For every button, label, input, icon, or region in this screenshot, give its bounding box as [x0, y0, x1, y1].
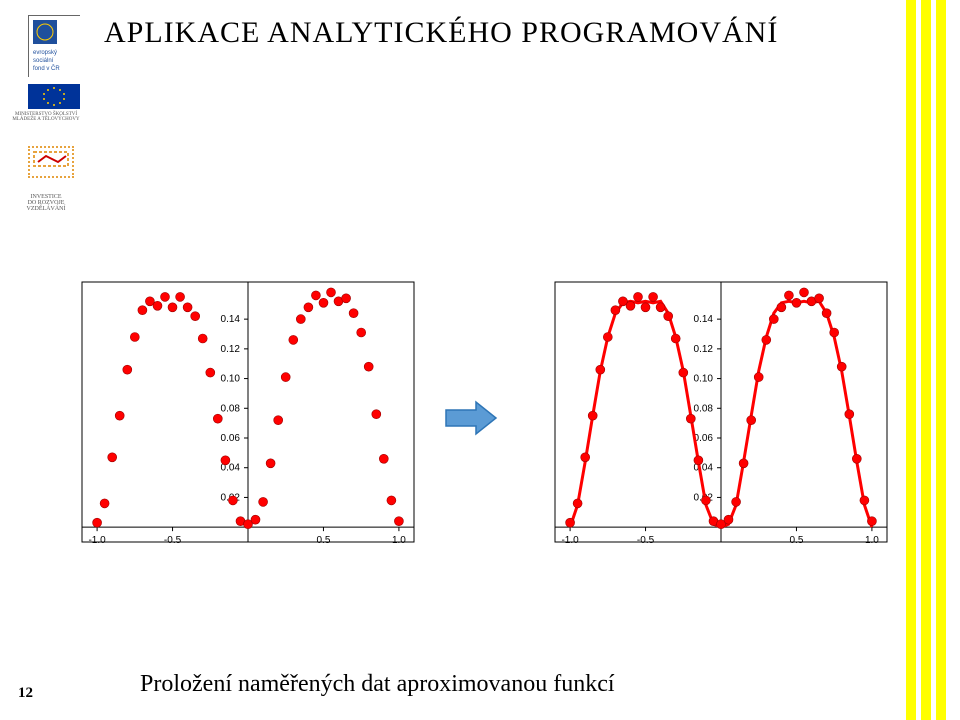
svg-text:evropský: evropský — [33, 50, 57, 56]
eu-flag: EVROPSKÁ UNIE — [28, 84, 80, 109]
svg-text:1.0: 1.0 — [392, 535, 406, 546]
page-number: 12 — [18, 685, 33, 702]
svg-text:0.06: 0.06 — [221, 433, 241, 444]
right-chart: 0.020.040.060.080.100.120.14-1.0-0.50.51… — [503, 270, 913, 570]
svg-text:0.14: 0.14 — [221, 314, 241, 325]
op-logo — [28, 146, 74, 178]
svg-text:0.08: 0.08 — [221, 403, 241, 414]
svg-text:0.12: 0.12 — [694, 344, 714, 355]
svg-text:fond v ČR: fond v ČR — [33, 65, 60, 72]
invest-text: INVESTICEDO ROZVOJEVZDĚLÁVÁNÍ — [6, 194, 86, 212]
caption: Proložení naměřených dat aproximovanou f… — [140, 671, 615, 698]
svg-text:-0.5: -0.5 — [637, 535, 655, 546]
charts-container: 0.020.040.060.080.100.120.14-1.0-0.50.51… — [30, 260, 915, 580]
svg-text:1.0: 1.0 — [865, 535, 879, 546]
svg-text:-1.0: -1.0 — [88, 535, 106, 546]
arrow-icon — [444, 398, 499, 443]
svg-text:0.10: 0.10 — [221, 374, 241, 385]
svg-text:0.12: 0.12 — [221, 344, 241, 355]
esf-logo: evropský sociální fond v ČR — [28, 15, 80, 77]
page-title: APLIKACE ANALYTICKÉHO PROGRAMOVÁNÍ — [104, 16, 778, 50]
svg-text:-0.5: -0.5 — [164, 535, 182, 546]
svg-text:0.10: 0.10 — [694, 374, 714, 385]
svg-text:sociální: sociální — [33, 58, 54, 64]
svg-text:0.5: 0.5 — [317, 535, 331, 546]
svg-text:0.08: 0.08 — [694, 403, 714, 414]
svg-text:0.5: 0.5 — [790, 535, 804, 546]
ministry-logo: MINISTERSTVO ŠKOLSTVÍMLÁDEŽE A TĚLOVÝCHO… — [6, 112, 86, 142]
svg-text:-1.0: -1.0 — [561, 535, 579, 546]
svg-text:0.14: 0.14 — [694, 314, 714, 325]
left-chart: 0.020.040.060.080.100.120.14-1.0-0.50.51… — [30, 270, 440, 570]
